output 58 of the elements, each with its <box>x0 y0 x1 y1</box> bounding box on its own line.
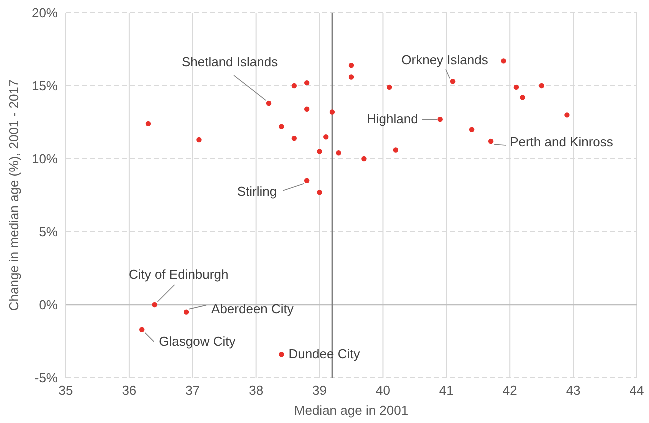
point <box>146 121 152 127</box>
point <box>304 178 310 184</box>
point <box>362 156 367 162</box>
annotation: Highland <box>366 112 418 127</box>
point <box>292 83 297 89</box>
point <box>336 150 342 156</box>
point <box>292 136 297 142</box>
point <box>330 110 336 115</box>
x-axis-title: Median age in 2001 <box>294 403 409 418</box>
point <box>488 138 494 144</box>
x-tick-label: 42 <box>502 383 518 398</box>
point <box>317 149 322 154</box>
annotation: Orkney Islands <box>402 52 489 68</box>
annotation: Aberdeen City <box>212 301 294 316</box>
point <box>324 134 329 140</box>
point <box>152 302 158 308</box>
x-tick-label: 43 <box>566 383 581 398</box>
point <box>501 58 506 64</box>
annotation: Stirling <box>237 184 278 199</box>
point <box>514 84 520 90</box>
point <box>304 106 310 112</box>
point <box>279 124 284 130</box>
point <box>469 127 475 132</box>
point <box>348 62 354 68</box>
point <box>196 137 202 143</box>
point <box>520 95 526 100</box>
annotation: City of Edinburgh <box>128 267 229 282</box>
x-tick-label: 37 <box>186 383 200 398</box>
y-tick-label: -5% <box>34 370 58 386</box>
y-tick-label: 10% <box>32 152 58 167</box>
y-tick-label: 0% <box>39 298 58 313</box>
x-tick-label: 44 <box>630 383 644 398</box>
x-tick-label: 36 <box>122 383 137 398</box>
x-tick-label: 40 <box>376 383 390 398</box>
x-tick-label: 41 <box>439 383 454 398</box>
point <box>348 74 354 80</box>
y-tick-label: 20% <box>32 6 58 21</box>
annotation: Glasgow City <box>159 334 236 349</box>
point <box>539 83 544 89</box>
point <box>450 79 456 84</box>
annotation: Shetland Islands <box>182 54 279 70</box>
point <box>317 190 322 196</box>
y-axis-title: Change in median age (%), 2001 - 2017 <box>6 80 22 312</box>
point <box>438 116 443 122</box>
point <box>304 80 310 86</box>
x-tick-label: 35 <box>58 383 74 398</box>
point <box>279 352 284 358</box>
annotation: Perth and Kinross <box>510 134 614 150</box>
y-tick-label: 15% <box>32 78 58 94</box>
y-tick-label: 5% <box>39 224 58 240</box>
point <box>564 112 570 118</box>
point <box>184 310 190 315</box>
point <box>140 327 145 332</box>
point <box>393 148 399 153</box>
x-tick-label: 39 <box>312 383 328 398</box>
point <box>386 84 392 90</box>
point <box>266 100 272 106</box>
x-tick-label: 38 <box>249 383 264 398</box>
